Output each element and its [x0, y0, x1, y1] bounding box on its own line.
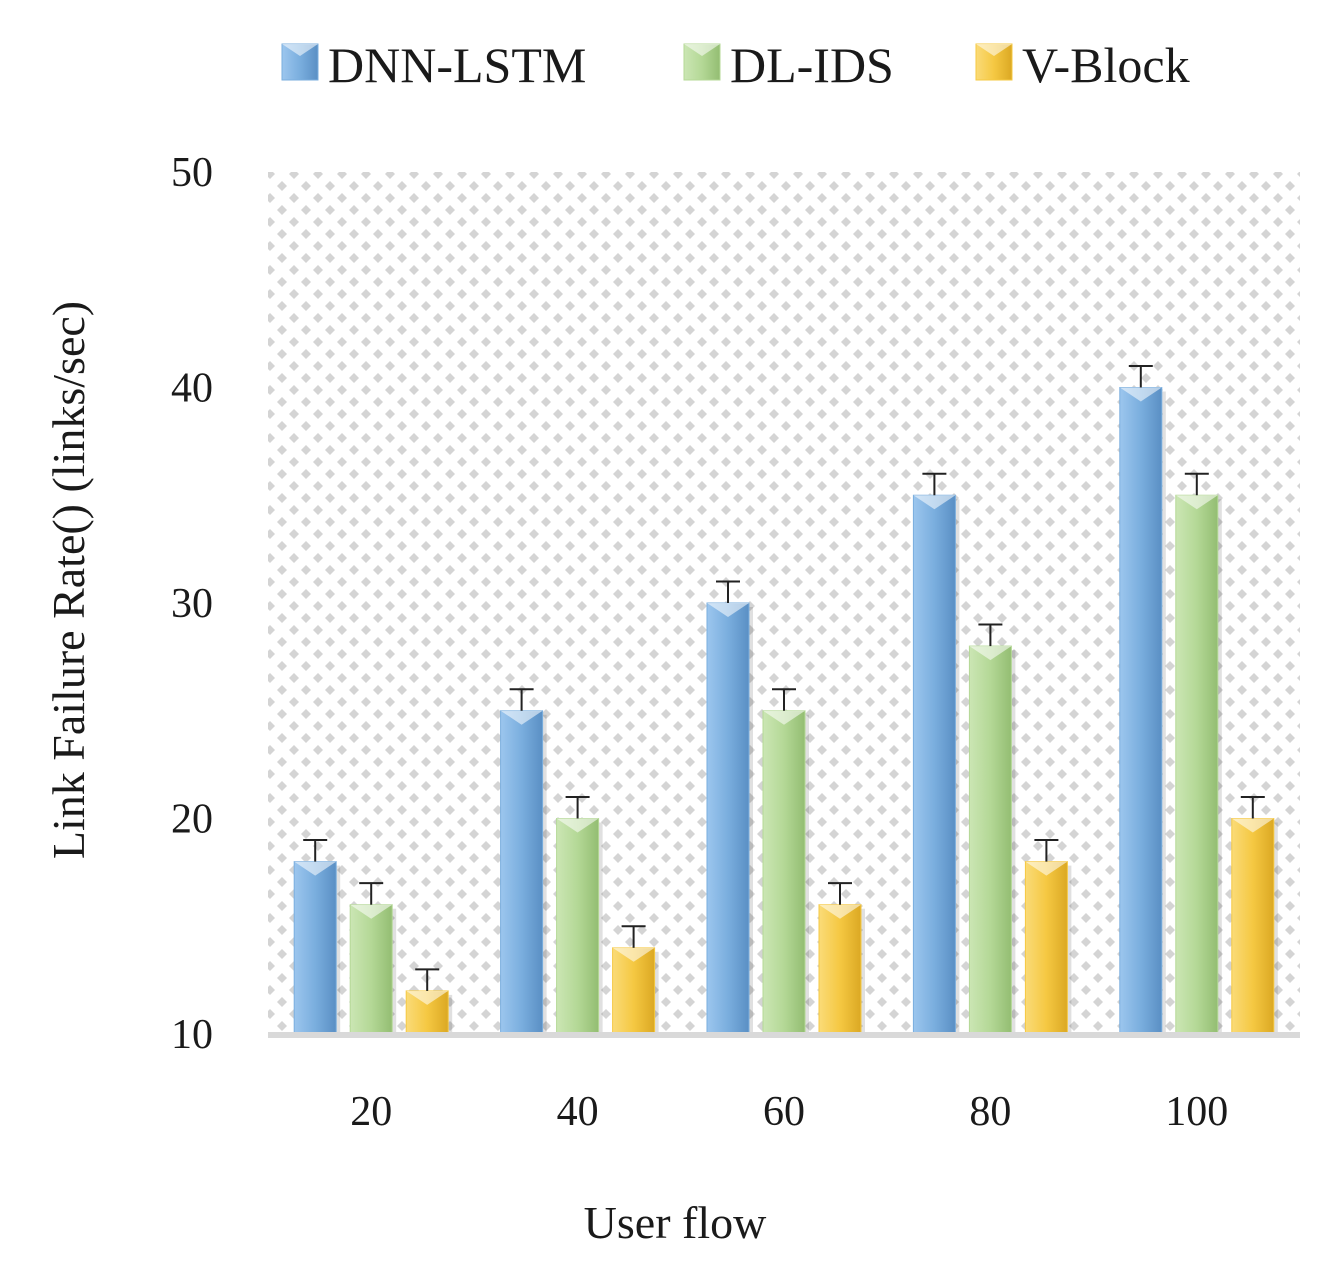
bar-bevel	[707, 603, 749, 617]
bar-group	[912, 472, 960, 1035]
bar-bevel	[819, 904, 861, 919]
bar-bevel	[1231, 818, 1274, 833]
bars	[293, 364, 1278, 1035]
legend: DNN-LSTM DL-IDS V-Block	[281, 37, 1190, 93]
bar-bevel	[969, 646, 1012, 661]
bar	[1024, 861, 1068, 1035]
legend-swatch-bevel	[282, 44, 318, 56]
y-tick-label: 30	[171, 581, 213, 627]
bar	[818, 904, 862, 1035]
bar-group	[500, 688, 547, 1035]
legend-label: DL-IDS	[730, 37, 894, 93]
x-tick-label: 20	[350, 1089, 392, 1135]
bar	[556, 818, 600, 1035]
bar	[500, 710, 544, 1035]
bar-bevel	[763, 710, 805, 725]
bar-group	[1119, 364, 1166, 1035]
bar-bevel	[406, 990, 449, 1005]
bar-group	[349, 882, 397, 1035]
bar-group	[293, 839, 341, 1035]
x-tick-label: 80	[969, 1089, 1011, 1135]
bar	[912, 494, 956, 1035]
y-tick-label: 40	[171, 366, 213, 412]
legend-label: V-Block	[1022, 37, 1190, 93]
legend-item: DNN-LSTM	[281, 37, 586, 93]
x-axis-line	[268, 1032, 1300, 1038]
bar	[968, 645, 1012, 1035]
bar	[1119, 387, 1163, 1035]
bar-group	[818, 882, 865, 1035]
bar	[612, 947, 656, 1035]
bar-bevel	[1119, 387, 1162, 402]
x-tick-label: 40	[557, 1089, 599, 1135]
bar-bevel	[1025, 861, 1068, 876]
bar-group	[762, 688, 809, 1035]
bar	[1175, 494, 1219, 1035]
bar-group	[1175, 472, 1222, 1035]
bar-bevel	[500, 710, 543, 725]
y-tick-label: 50	[171, 150, 213, 196]
y-tick-label: 20	[171, 797, 213, 843]
y-axis-title: Link Failure Rate() (links/sec)	[43, 301, 94, 859]
x-axis-title: User flow	[584, 1197, 767, 1248]
bar	[762, 710, 806, 1035]
bar-group	[706, 580, 753, 1035]
bar-group	[1231, 795, 1278, 1035]
bar	[1231, 818, 1275, 1035]
bar	[293, 861, 337, 1035]
bar-group	[556, 795, 603, 1035]
y-axis: 10 20 30 40 50	[171, 150, 213, 1058]
legend-item: DL-IDS	[683, 37, 894, 93]
legend-swatch-bevel	[684, 44, 720, 56]
x-axis: 20 40 60 80 100	[268, 1032, 1300, 1135]
legend-item: V-Block	[975, 37, 1190, 93]
bar-bevel	[350, 904, 393, 919]
bar-group	[612, 925, 659, 1035]
bar-bevel	[913, 495, 956, 510]
bar	[349, 904, 393, 1035]
bar-group	[1024, 839, 1072, 1035]
legend-swatch-bevel	[976, 44, 1012, 56]
bar-bevel	[556, 818, 599, 833]
x-tick-label: 60	[763, 1089, 805, 1135]
legend-label: DNN-LSTM	[328, 37, 586, 93]
bar-bevel	[294, 861, 337, 876]
bar-bevel	[612, 947, 655, 962]
bar-group	[968, 623, 1016, 1035]
y-tick-label: 10	[171, 1012, 213, 1058]
bar	[706, 602, 750, 1035]
bar-bevel	[1175, 495, 1218, 510]
x-tick-label: 100	[1165, 1089, 1228, 1135]
